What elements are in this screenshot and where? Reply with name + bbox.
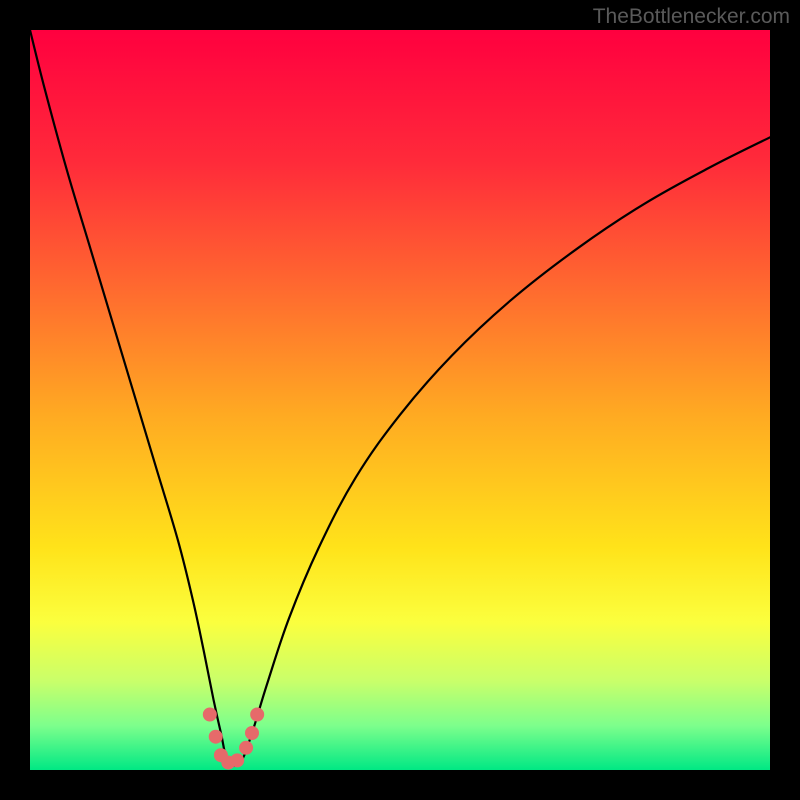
marker-point	[240, 741, 253, 754]
marker-point	[231, 754, 244, 767]
watermark-label: TheBottlenecker.com	[593, 5, 790, 29]
plot-area	[30, 30, 770, 770]
marker-point	[246, 727, 259, 740]
chart-canvas: TheBottlenecker.com	[0, 0, 800, 800]
gradient-background	[30, 30, 770, 770]
marker-point	[209, 730, 222, 743]
plot-svg	[30, 30, 770, 770]
marker-point	[251, 708, 264, 721]
marker-point	[203, 708, 216, 721]
